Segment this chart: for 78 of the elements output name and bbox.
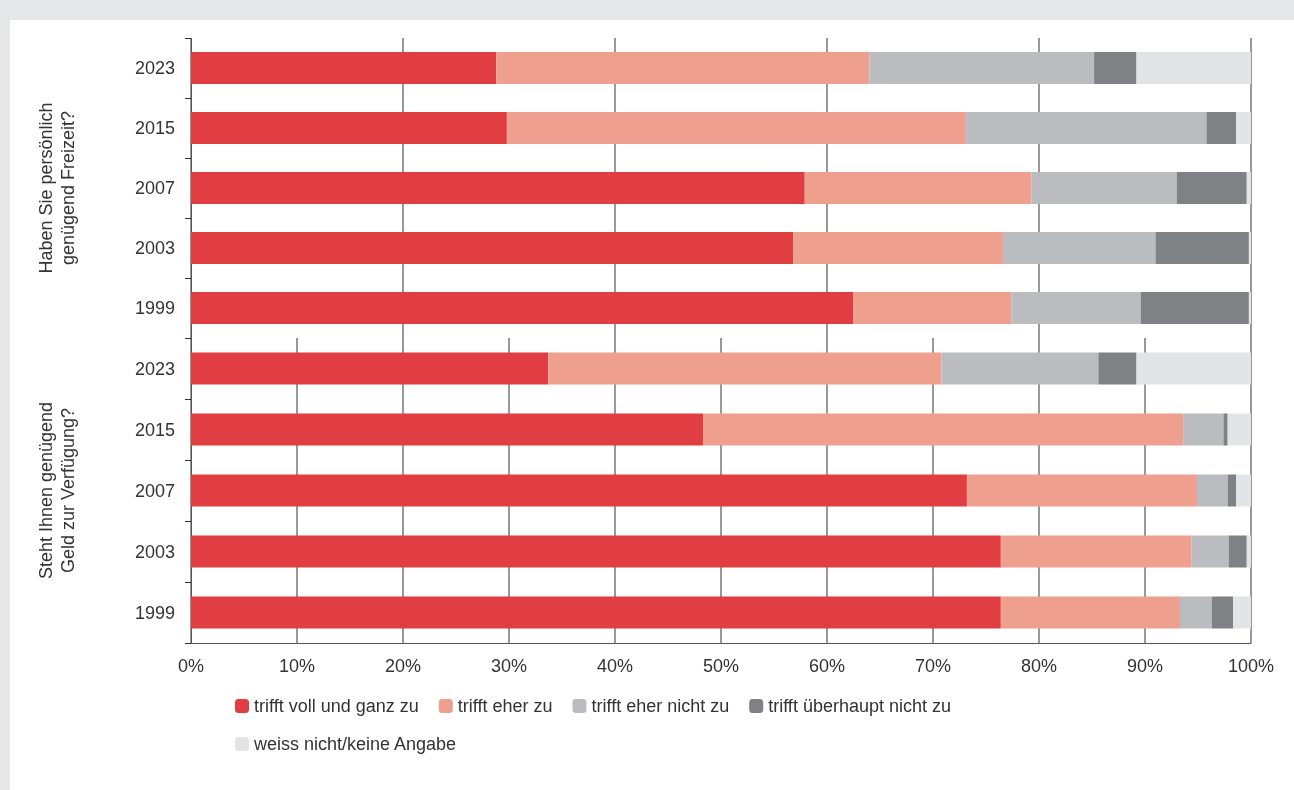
bar (1248, 232, 1251, 264)
bar (869, 52, 1095, 84)
y-tick-label: 1999 (134, 602, 175, 623)
bar (1000, 535, 1192, 568)
bar (1155, 232, 1249, 264)
y-tick-label: 2003 (134, 541, 175, 562)
bar (496, 52, 870, 84)
x-tick-label: 90% (1126, 656, 1164, 676)
bar (1140, 292, 1249, 324)
bar (1236, 474, 1251, 507)
bar (1000, 596, 1180, 629)
bar (191, 352, 549, 385)
bar (1246, 535, 1251, 568)
bar (191, 596, 1001, 629)
bar (804, 172, 1032, 204)
y-tick-label: 2007 (134, 178, 175, 198)
bar (191, 52, 497, 84)
bar (1031, 172, 1177, 204)
bar (1183, 413, 1224, 446)
y-tick-label: 2007 (134, 480, 175, 501)
bar (1248, 292, 1251, 324)
x-tick-label: 40% (596, 656, 634, 676)
legend-label: weiss nicht/keine Angabe (253, 734, 457, 754)
bar (1002, 232, 1156, 264)
bar (191, 112, 507, 144)
bar (191, 535, 1001, 568)
bar (1206, 112, 1237, 144)
bar (1223, 413, 1228, 446)
bar (1136, 52, 1251, 84)
bar (1098, 352, 1137, 385)
bar (191, 292, 854, 324)
bar (1176, 172, 1247, 204)
bar (1196, 474, 1228, 507)
bar (1094, 52, 1137, 84)
bar (1136, 352, 1251, 385)
bar (1227, 474, 1237, 507)
x-tick-label: 30% (490, 656, 528, 676)
bar (191, 232, 794, 264)
bar (191, 413, 703, 446)
bar (965, 112, 1207, 144)
x-tick-label: 10% (278, 656, 316, 676)
y-axis-title: Steht Ihnen genügend Geld zur Verfügung? (36, 401, 78, 580)
bar (506, 112, 966, 144)
bar (1232, 596, 1251, 629)
legend-label: trifft eher nicht zu (591, 696, 730, 716)
y-axis-title: Haben Sie persönlich genügend Freizeit? (36, 102, 78, 274)
legend-label: trifft eher zu (457, 696, 553, 716)
legend-label: trifft überhaupt nicht zu (768, 696, 951, 716)
bar (1211, 596, 1233, 629)
bar (1246, 172, 1251, 204)
bar (1011, 292, 1141, 324)
x-tick-label: 50% (702, 656, 740, 676)
bar (1227, 413, 1251, 446)
y-tick-label: 2023 (134, 58, 175, 78)
x-tick-label: 0% (177, 656, 205, 676)
x-tick-label: 70% (914, 656, 952, 676)
x-tick-label: 80% (1020, 656, 1058, 676)
bar (191, 172, 805, 204)
bar (702, 413, 1184, 446)
x-tick-label: 60% (808, 656, 846, 676)
x-tick-label: 20% (384, 656, 422, 676)
bar (1191, 535, 1229, 568)
y-tick-label: 2023 (134, 358, 175, 379)
y-tick-label: 2003 (134, 238, 175, 258)
x-tick-label: 100% (1227, 656, 1275, 676)
bar (853, 292, 1012, 324)
bar (191, 474, 967, 507)
bar (1236, 112, 1251, 144)
bar (966, 474, 1197, 507)
bar (1228, 535, 1247, 568)
y-tick-label: 1999 (134, 298, 175, 318)
bar (548, 352, 942, 385)
legend-label: trifft voll und ganz zu (254, 696, 419, 716)
bar (1179, 596, 1212, 629)
y-tick-label: 2015 (134, 419, 175, 440)
bar (793, 232, 1003, 264)
bar (941, 352, 1099, 385)
y-tick-label: 2015 (134, 118, 175, 138)
